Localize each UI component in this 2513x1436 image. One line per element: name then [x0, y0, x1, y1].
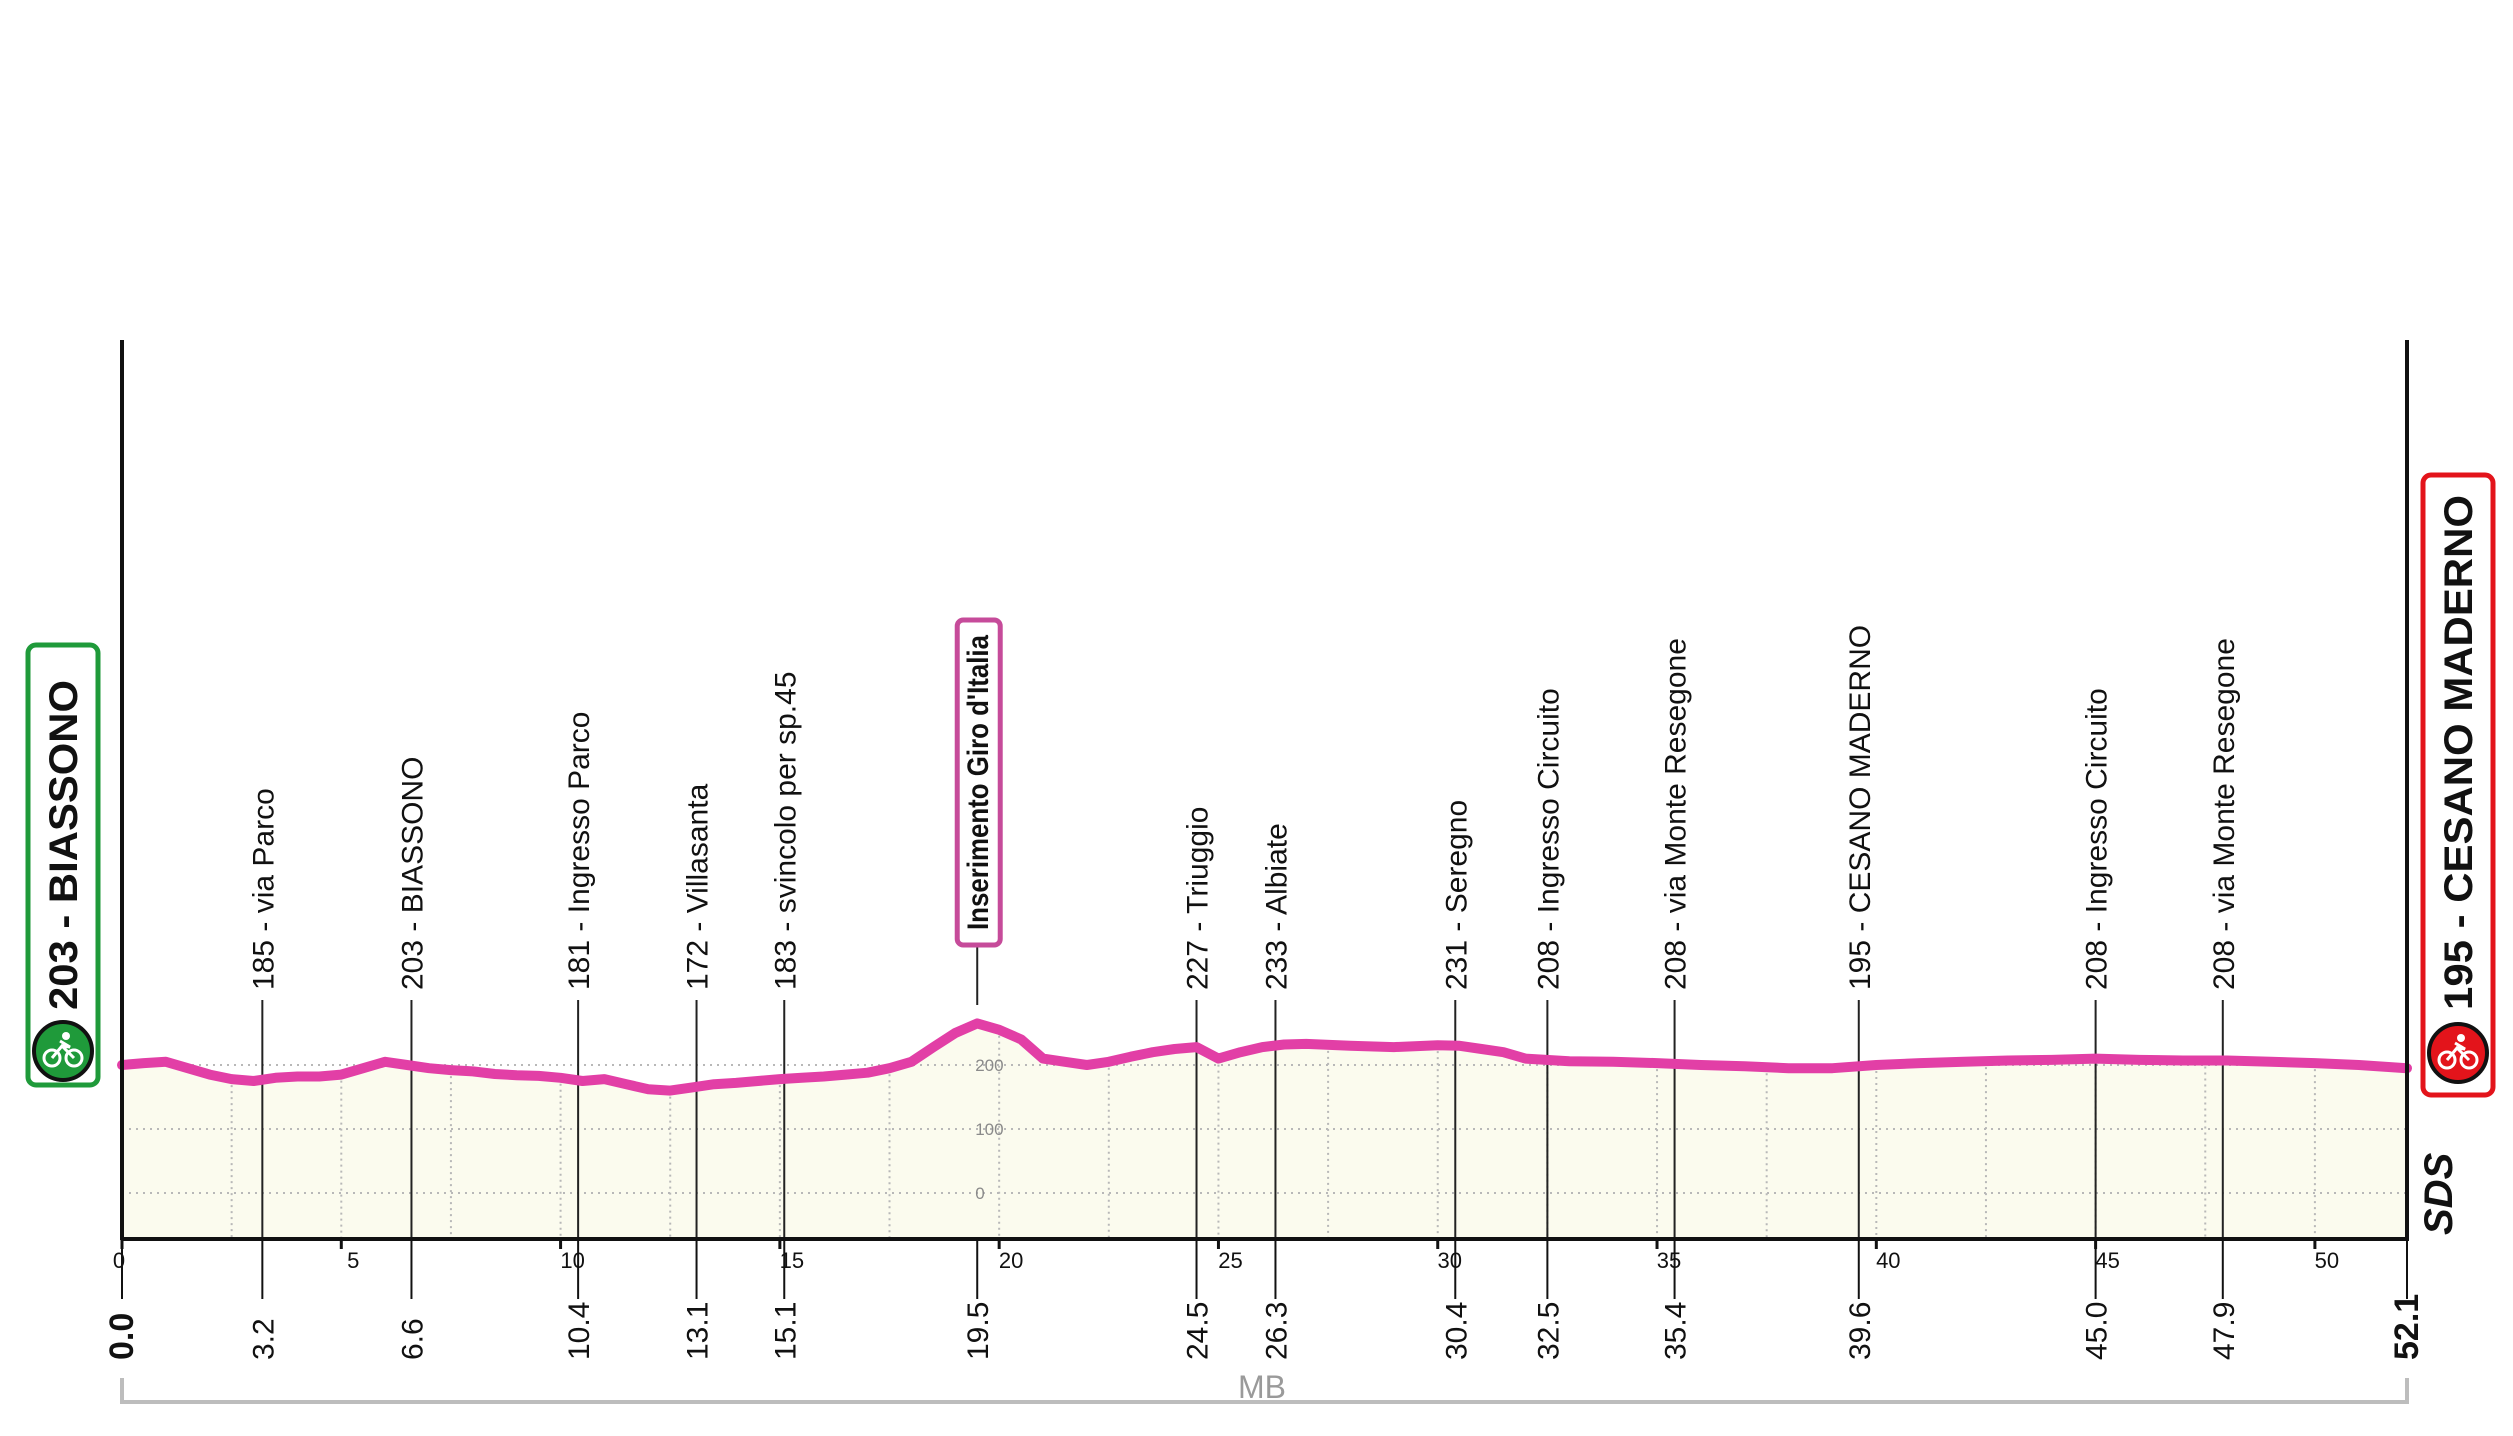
start-cyclist-head-icon: [62, 1032, 70, 1040]
x-tick-label: 5: [347, 1248, 359, 1273]
x-tick-label: 40: [1876, 1248, 1900, 1273]
elevation-line: [117, 1018, 2412, 1096]
km-marker-label: 47.9: [2208, 1302, 2241, 1360]
waypoint-label: 203 - BIASSONO: [396, 757, 429, 990]
x-tick-label: 0: [113, 1248, 125, 1273]
km-marker-label: 6.6: [396, 1318, 429, 1360]
giro-marker-box: [954, 617, 1003, 948]
km-marker-label: 52.1: [2388, 1294, 2426, 1360]
waypoint-label: 183 - svincolo per sp.45: [769, 671, 802, 990]
km-marker-label: 24.5: [1182, 1302, 1215, 1360]
waypoint-label: 195 - CESANO MADERNO: [1844, 625, 1877, 990]
footer-bracket: [120, 1378, 2409, 1404]
waypoint-label: 231 - Seregno: [1440, 800, 1473, 990]
finish-name: 195 - CESANO MADERNO: [2437, 495, 2481, 1010]
km-marker-label: 0.0: [103, 1313, 141, 1360]
x-tick-label: 35: [1657, 1248, 1681, 1273]
giro-marker: Inserimento Giro d'Italia: [954, 617, 1003, 1005]
finish-label: 195 - CESANO MADERNO: [2420, 472, 2496, 1098]
x-tick-label: 25: [1218, 1248, 1242, 1273]
finish-cyclist-icon: [2427, 1022, 2489, 1084]
waypoint-label: 208 - Ingresso Circuito: [2081, 688, 2114, 990]
km-marker-label: 35.4: [1660, 1302, 1693, 1360]
km-marker-labels: 0.0 3.2 6.6 10.4 13.1 15.1 19.5 24.5 26.3 30.4 32.…: [103, 1239, 2426, 1360]
start-cyclist-wheel-right-icon: [64, 1048, 84, 1068]
brand-logo: SDS: [2417, 1152, 2461, 1235]
start-label: 203 - BIASSONO: [25, 642, 101, 1088]
x-tick-label: 20: [999, 1248, 1023, 1273]
altitude-tick-label: 0: [975, 1184, 984, 1203]
start-box: [25, 642, 101, 1088]
waypoint-label: 185 - via Parco: [247, 788, 280, 990]
finish-cyclist-wheel-left-icon: [2437, 1050, 2457, 1070]
start-cyclist-wheel-left-icon: [42, 1048, 62, 1068]
waypoint-labels: 185 - via Parco 203 - BIASSONO 181 - Ingre…: [247, 625, 2240, 990]
waypoint-label: 172 - Villasanta: [682, 783, 715, 990]
altitude-tick-label: 100: [975, 1120, 1003, 1139]
finish-cyclist-body-icon: [2445, 1041, 2471, 1062]
waypoint-label: 181 - Ingresso Parco: [563, 712, 596, 990]
x-tick-label: 50: [2315, 1248, 2339, 1273]
altitude-tick-label: 200: [975, 1056, 1003, 1075]
km-marker-label: 15.1: [769, 1302, 802, 1360]
waypoint-label: 227 - Triuggio: [1182, 807, 1215, 990]
km-marker-label: 10.4: [563, 1302, 596, 1360]
finish-cyclist-wheel-right-icon: [2459, 1050, 2479, 1070]
giro-marker-label: Inserimento Giro d'Italia: [962, 635, 995, 930]
x-tick-label: 30: [1437, 1248, 1461, 1273]
waypoint-lines: [261, 1000, 2224, 1239]
elevation-area: [122, 1023, 2407, 1239]
x-tick-label: 10: [560, 1248, 584, 1273]
waypoint-label: 208 - Ingresso Circuito: [1532, 688, 1565, 990]
x-axis-ticks: 0 5 10 15 20 25 30 35 40 45 50: [113, 1239, 2339, 1273]
km-marker-label: 39.6: [1844, 1302, 1877, 1360]
km-marker-label: 32.5: [1532, 1302, 1565, 1360]
km-marker-label: 45.0: [2081, 1302, 2114, 1360]
km-marker-label: 13.1: [682, 1302, 715, 1360]
start-cyclist-icon: [32, 1020, 94, 1082]
x-tick-label: 45: [2095, 1248, 2119, 1273]
footer-label: MB: [1238, 1369, 1286, 1405]
waypoint-label: 208 - via Monte Resegone: [1660, 638, 1693, 990]
finish-cyclist-head-icon: [2457, 1034, 2465, 1042]
waypoint-label: 208 - via Monte Resegone: [2208, 638, 2241, 990]
km-marker-label: 3.2: [247, 1318, 280, 1360]
km-marker-label: 30.4: [1440, 1302, 1473, 1360]
start-name: 203 - BIASSONO: [42, 680, 86, 1010]
km-marker-label: 19.5: [962, 1302, 995, 1360]
start-cyclist-body-icon: [50, 1039, 76, 1060]
waypoint-label: 233 - Albiate: [1260, 823, 1293, 990]
km-marker-label: 26.3: [1260, 1302, 1293, 1360]
finish-box: [2420, 472, 2496, 1098]
